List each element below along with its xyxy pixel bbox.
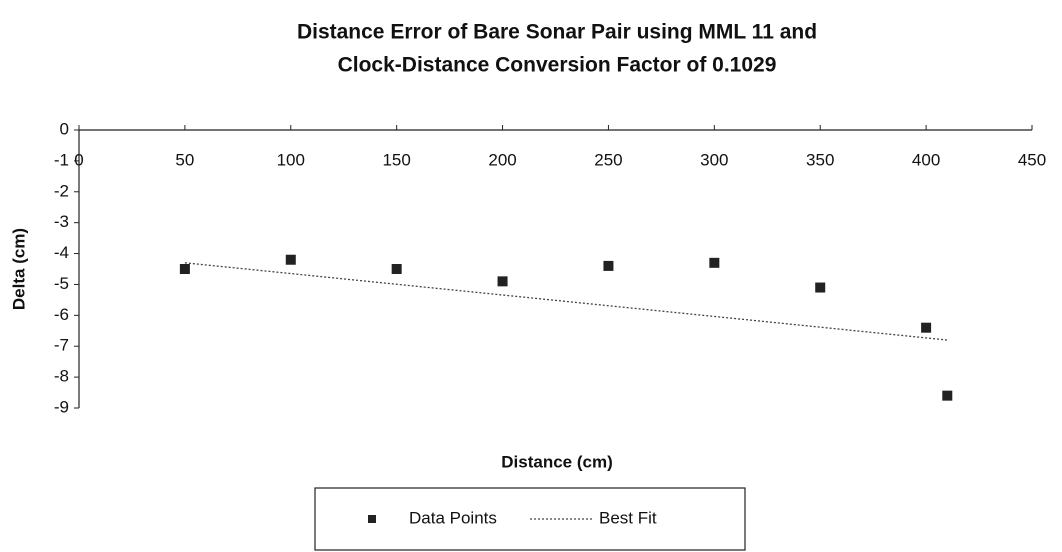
legend-box xyxy=(314,487,746,551)
y-tick-label: -2 xyxy=(54,181,69,200)
data-point xyxy=(603,260,614,271)
data-point xyxy=(285,254,296,265)
x-tick-label: 300 xyxy=(700,150,728,169)
x-tick-label: 50 xyxy=(175,150,194,169)
y-axis-title: Delta (cm) xyxy=(9,228,28,310)
x-tick-label: 350 xyxy=(806,150,834,169)
data-point xyxy=(942,390,953,401)
chart-title: Distance Error of Bare Sonar Pair using … xyxy=(297,21,817,44)
y-tick-label: -1 xyxy=(54,150,69,169)
legend-swatch xyxy=(368,515,376,523)
y-tick-label: -8 xyxy=(54,367,69,386)
y-tick-label: -6 xyxy=(54,305,69,324)
data-point xyxy=(497,276,508,287)
y-tick-label: -9 xyxy=(54,397,69,416)
x-tick-label: 0 xyxy=(74,150,83,169)
y-tick-label: -3 xyxy=(54,212,69,231)
data-point xyxy=(391,264,402,274)
data-point xyxy=(815,282,826,293)
best-fit-line xyxy=(184,262,948,341)
data-point xyxy=(179,264,190,274)
x-tick-label: 250 xyxy=(594,150,622,169)
y-tick-label: -7 xyxy=(54,336,69,355)
x-tick-label: 450 xyxy=(1018,150,1046,169)
chart-subtitle: Clock-Distance Conversion Factor of 0.10… xyxy=(338,54,777,77)
x-axis-title: Distance (cm) xyxy=(501,452,612,471)
legend-label: Best Fit xyxy=(599,508,657,527)
y-tick-label: -4 xyxy=(54,243,69,262)
legend-label: Data Points xyxy=(409,508,497,527)
data-point xyxy=(921,322,932,333)
x-tick-label: 100 xyxy=(277,150,305,169)
data-point xyxy=(709,257,720,268)
x-tick-label: 400 xyxy=(912,150,940,169)
x-tick-label: 150 xyxy=(382,150,410,169)
x-tick-label: 200 xyxy=(488,150,516,169)
y-tick-label: -5 xyxy=(54,274,69,293)
y-tick-label: 0 xyxy=(60,119,69,138)
